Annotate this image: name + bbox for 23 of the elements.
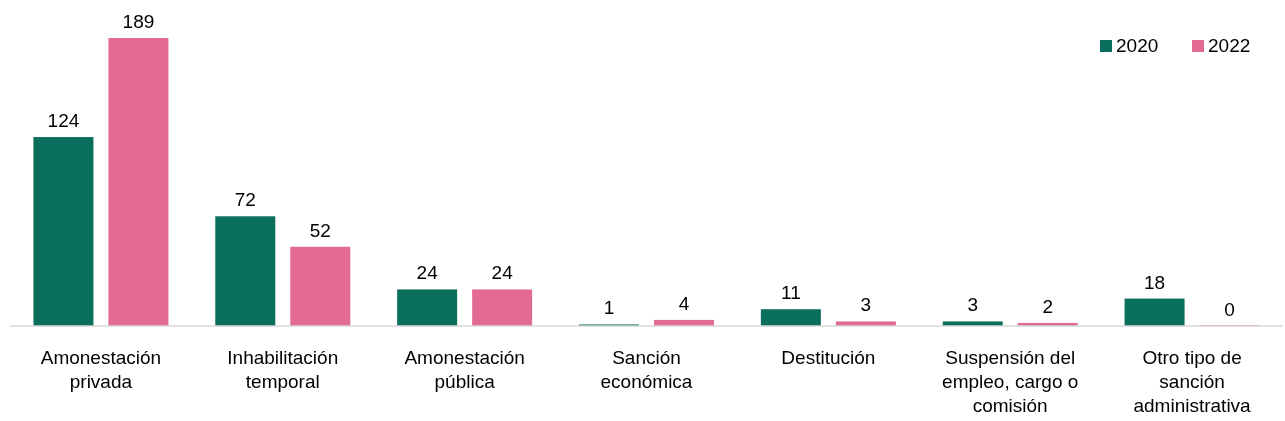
data-label: 2 [1042, 295, 1053, 317]
data-label: 0 [1224, 299, 1235, 320]
data-label: 18 [1144, 271, 1166, 293]
legend-label: 2020 [1116, 35, 1159, 56]
data-label: 52 [309, 219, 331, 241]
legend-label: 2022 [1208, 35, 1251, 56]
x-tick-label: Suspensión del empleo, cargo o comisión [942, 347, 1079, 416]
x-tick-label: Amonestación privada [40, 347, 162, 392]
x-tick-label: Destitución [781, 347, 876, 368]
data-label: 11 [780, 282, 801, 304]
data-label: 24 [491, 262, 514, 284]
data-label: 189 [122, 11, 155, 32]
data-label: 24 [416, 262, 439, 284]
x-tick-label: Sanción económica [600, 347, 693, 392]
data-label: 124 [47, 110, 80, 132]
data-label: 3 [967, 294, 978, 316]
data-label: 4 [678, 292, 690, 314]
x-tick-label: Otro tipo de sanción administrativa [1133, 347, 1252, 416]
data-label: 3 [860, 294, 872, 316]
data-label: 72 [234, 189, 256, 211]
x-tick-label: Inhabilitación temporal [227, 347, 339, 392]
data-label: 1 [603, 297, 615, 319]
x-tick-label: Amonestación pública [404, 347, 525, 392]
